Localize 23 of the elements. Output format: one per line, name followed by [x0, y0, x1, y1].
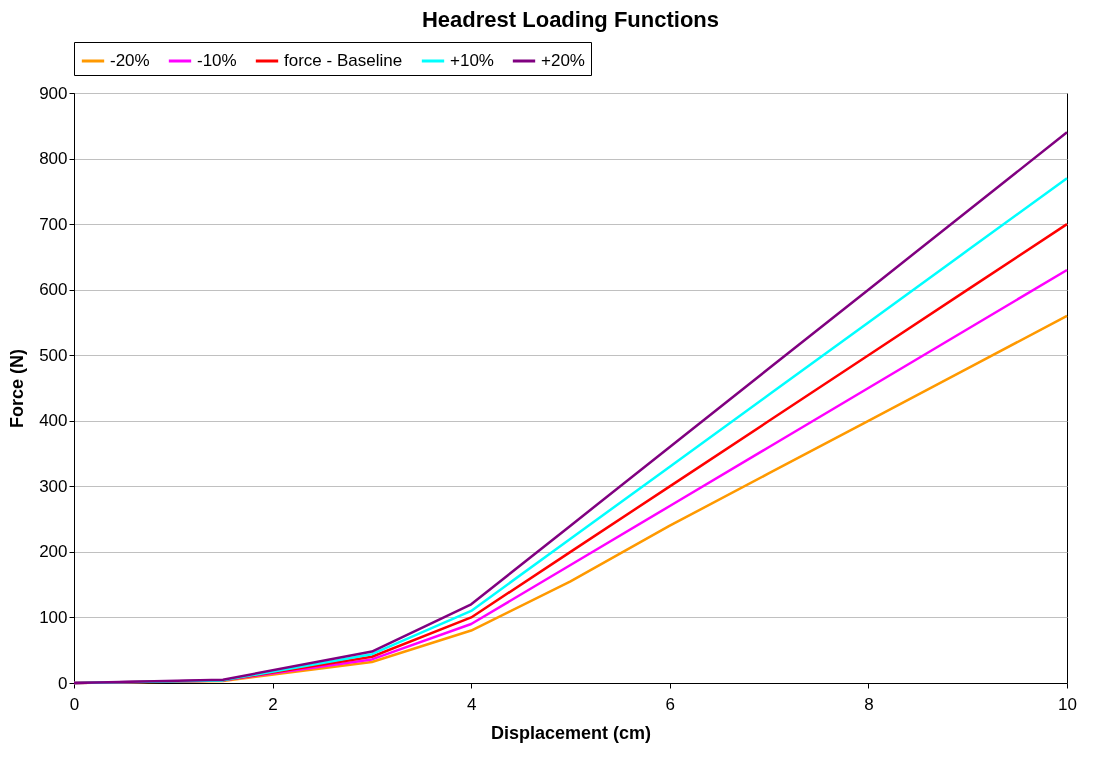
y-tick-label: 100: [39, 607, 68, 627]
legend-label: force - Baseline: [284, 51, 403, 70]
x-tick-label: 4: [466, 694, 477, 714]
y-axis-title: Force (N): [7, 348, 28, 429]
legend-label: -20%: [110, 51, 150, 70]
chart-title: Headrest Loading Functions: [421, 6, 720, 32]
y-tick-label: 200: [39, 542, 68, 562]
legend-label: +20%: [541, 51, 585, 70]
x-axis-title: Displacement (cm): [490, 722, 652, 743]
x-tick-label: 6: [665, 694, 676, 714]
y-tick-label: 300: [39, 476, 68, 496]
legend-label: -10%: [197, 51, 237, 70]
y-tick-label: 400: [39, 411, 68, 431]
x-tick-label: 2: [268, 694, 278, 714]
y-tick-label: 500: [39, 345, 68, 365]
y-tick-label: 900: [39, 83, 68, 103]
x-tick-label: 10: [1058, 694, 1077, 714]
legend-label: +10%: [450, 51, 494, 70]
y-tick-label: 0: [58, 673, 68, 693]
x-tick-label: 8: [864, 694, 874, 714]
y-tick-label: 600: [39, 280, 68, 300]
y-tick-label: 800: [39, 149, 68, 169]
y-tick-label: 700: [39, 214, 68, 234]
